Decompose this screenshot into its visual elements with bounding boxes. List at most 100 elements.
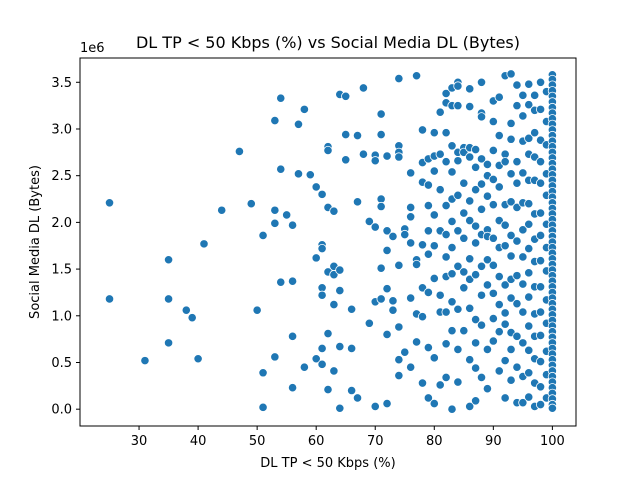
data-point (476, 154, 487, 164)
data-point (476, 372, 487, 383)
data-point (417, 125, 428, 135)
data-point (311, 354, 321, 364)
data-point (482, 159, 493, 170)
data-point (382, 398, 392, 409)
data-point (524, 292, 534, 302)
data-point (494, 130, 504, 141)
data-point (388, 231, 398, 241)
data-point (500, 157, 510, 167)
data-point (341, 155, 351, 165)
data-point (423, 200, 433, 211)
data-point (465, 303, 475, 313)
data-point (494, 271, 504, 282)
data-point (358, 83, 369, 93)
data-point (459, 283, 469, 293)
data-point (417, 240, 428, 250)
data-point (512, 157, 522, 167)
data-point (341, 129, 351, 140)
data-point (323, 145, 333, 156)
data-point (335, 285, 345, 296)
data-point (423, 226, 433, 236)
data-point (370, 156, 380, 166)
data-point (547, 403, 557, 413)
data-point (476, 320, 487, 330)
data-point (163, 255, 174, 265)
data-point (364, 216, 374, 227)
data-point (382, 329, 392, 340)
data-point (429, 273, 439, 284)
data-point (347, 343, 357, 354)
data-point (459, 233, 469, 243)
plot-frame (79, 57, 577, 427)
data-point (311, 253, 321, 263)
data-point (476, 290, 487, 300)
data-point (494, 366, 504, 376)
data-point (423, 180, 433, 190)
data-point (512, 362, 522, 372)
data-point (394, 260, 404, 270)
data-point (512, 271, 522, 281)
data-point (447, 404, 457, 414)
data-point (524, 268, 534, 278)
data-point (482, 280, 493, 290)
data-point (471, 314, 481, 325)
data-point (423, 249, 433, 259)
data-point (488, 313, 498, 324)
data-point (494, 182, 504, 192)
data-point (488, 116, 498, 127)
data-point (488, 174, 498, 185)
data-point (518, 307, 528, 317)
data-point (465, 101, 475, 112)
data-point (512, 101, 522, 111)
data-point (459, 178, 469, 188)
y-tick-label: 0.5 (51, 356, 72, 371)
data-point (535, 356, 546, 367)
data-point (535, 399, 546, 410)
data-point (476, 112, 487, 122)
data-point (535, 230, 546, 241)
data-point (394, 322, 404, 332)
data-point (104, 294, 115, 304)
data-point (317, 243, 327, 254)
data-point (329, 206, 339, 216)
data-point (181, 305, 191, 315)
data-point (417, 312, 428, 322)
data-point (518, 90, 528, 100)
data-point (447, 326, 457, 336)
data-point (518, 111, 528, 121)
x-tick-label: 100 (540, 434, 565, 449)
data-point (518, 338, 528, 348)
data-point (524, 133, 534, 143)
data-point (411, 71, 422, 81)
data-point (512, 331, 522, 341)
data-point (317, 359, 327, 369)
data-point (453, 81, 463, 91)
data-point (535, 77, 546, 87)
data-point (465, 254, 475, 264)
data-point (447, 269, 457, 279)
data-point (524, 321, 534, 331)
data-point (471, 144, 481, 155)
data-point (506, 293, 516, 303)
data-point (329, 366, 339, 376)
data-point (193, 354, 203, 364)
data-point (323, 328, 333, 339)
data-point (476, 204, 487, 214)
data-point (500, 308, 510, 318)
x-tick-label: 30 (131, 434, 148, 449)
data-point (441, 88, 451, 99)
data-point (535, 382, 546, 392)
data-point (447, 167, 457, 177)
data-point (500, 393, 510, 403)
x-tick-label: 90 (485, 434, 502, 449)
data-point (518, 252, 528, 262)
data-point (471, 363, 481, 373)
data-point (406, 202, 416, 213)
data-point (506, 69, 516, 79)
data-point (535, 307, 546, 317)
data-point (518, 168, 528, 178)
data-point (335, 342, 345, 352)
data-point (441, 128, 451, 138)
data-point (163, 294, 174, 304)
